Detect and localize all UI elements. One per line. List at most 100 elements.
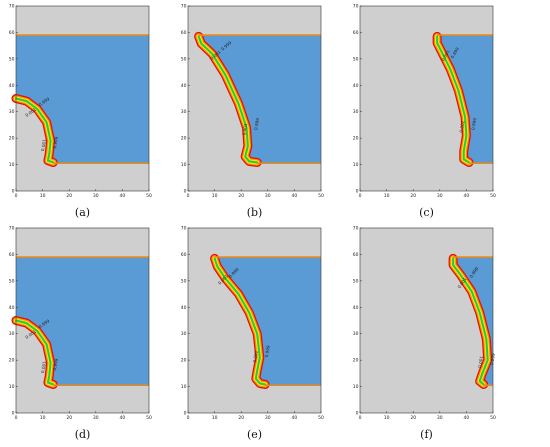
y-tick-label: 20	[181, 136, 187, 142]
interface-band-3	[197, 35, 259, 164]
x-tick-label: 40	[292, 415, 298, 421]
interface-band-3	[15, 319, 55, 386]
y-tick-label: 50	[9, 56, 15, 62]
y-tick-label: 10	[181, 384, 187, 390]
y-tick-label: 70	[181, 4, 187, 10]
contour-label: 0.001	[40, 361, 47, 374]
y-tick-label: 70	[353, 226, 359, 232]
y-tick-label: 40	[353, 83, 359, 89]
y-tick-label: 0	[356, 411, 359, 417]
x-tick-label: 30	[265, 415, 271, 421]
x-tick-label: 30	[265, 193, 271, 199]
plot-frame	[15, 5, 150, 192]
contour-label: 0.001	[40, 139, 47, 152]
y-tick-label: 60	[353, 30, 359, 36]
liquid-region	[198, 35, 321, 164]
x-tick-label: 0	[15, 193, 18, 199]
x-tick-label: 20	[238, 193, 244, 199]
x-tick-label: 20	[238, 415, 244, 421]
panel-caption: (a)	[74, 206, 91, 219]
y-tick-label: 60	[181, 30, 187, 36]
x-tick-label: 10	[212, 193, 218, 199]
contour-label: 0.999	[52, 358, 59, 371]
interface-band-3	[436, 35, 471, 164]
x-tick-label: 40	[120, 415, 126, 421]
x-tick-label: 40	[464, 193, 470, 199]
x-tick-label: 50	[318, 193, 324, 199]
plot-frame	[187, 5, 322, 192]
y-tick-label: 30	[353, 109, 359, 115]
y-tick-label: 20	[181, 358, 187, 364]
x-tick-label: 20	[410, 415, 416, 421]
y-tick-label: 10	[353, 384, 359, 390]
x-tick-label: 30	[93, 415, 99, 421]
y-tick-label: 10	[9, 162, 15, 168]
y-tick-label: 10	[9, 384, 15, 390]
contour-label: 0.999	[470, 117, 477, 130]
x-tick-label: 50	[318, 415, 324, 421]
liquid-region	[214, 257, 321, 386]
contour-label: 0.001	[252, 350, 259, 363]
plot-frame	[359, 227, 494, 414]
contour-label: 0.999	[450, 46, 460, 59]
x-tick-label: 40	[120, 193, 126, 199]
x-tick-label: 40	[292, 193, 298, 199]
y-tick-label: 0	[12, 189, 15, 195]
x-tick-label: 0	[187, 193, 190, 199]
panel-caption: (d)	[74, 428, 91, 441]
y-tick-label: 20	[353, 358, 359, 364]
y-tick-label: 30	[353, 331, 359, 337]
y-tick-label: 40	[353, 305, 359, 311]
x-tick-label: 10	[40, 415, 46, 421]
contour-label: 0.999	[38, 318, 51, 329]
y-tick-label: 20	[9, 358, 15, 364]
y-tick-label: 30	[181, 331, 187, 337]
y-tick-label: 30	[9, 331, 15, 337]
y-tick-label: 30	[181, 109, 187, 115]
contour-label: 0.999	[489, 353, 496, 366]
x-tick-label: 20	[66, 415, 72, 421]
y-tick-label: 20	[9, 136, 15, 142]
y-tick-label: 70	[9, 226, 15, 232]
contour-label: 0.999	[220, 40, 233, 52]
x-tick-label: 50	[146, 193, 152, 199]
y-tick-label: 20	[353, 136, 359, 142]
y-tick-label: 60	[353, 252, 359, 258]
x-tick-label: 40	[464, 415, 470, 421]
y-tick-label: 30	[9, 109, 15, 115]
panel-caption: (f)	[420, 428, 433, 441]
x-tick-label: 0	[359, 193, 362, 199]
contour-label: 0.001	[24, 107, 37, 118]
contour-label: 0.001	[209, 49, 222, 61]
interface-band-3	[452, 257, 489, 386]
y-tick-label: 70	[353, 4, 359, 10]
x-tick-label: 20	[66, 193, 72, 199]
x-tick-label: 50	[490, 415, 496, 421]
y-tick-label: 70	[9, 4, 15, 10]
plot-frame	[359, 5, 494, 192]
contour-label: 0.001	[458, 120, 465, 133]
y-tick-label: 50	[353, 56, 359, 62]
x-tick-label: 0	[15, 415, 18, 421]
panel-caption: (e)	[246, 428, 263, 441]
contour-label: 0.001	[241, 123, 248, 136]
contour-label: 0.999	[52, 136, 59, 149]
contour-label: 0.999	[264, 345, 271, 358]
x-tick-label: 10	[384, 415, 390, 421]
y-tick-label: 40	[181, 83, 187, 89]
y-tick-label: 10	[353, 162, 359, 168]
y-tick-label: 40	[9, 305, 15, 311]
y-tick-label: 0	[12, 411, 15, 417]
y-tick-label: 50	[353, 278, 359, 284]
y-tick-label: 50	[181, 56, 187, 62]
interface-band-3	[213, 257, 267, 386]
plot-frame	[15, 227, 150, 414]
y-tick-label: 10	[181, 162, 187, 168]
contour-label: 0.001	[477, 355, 484, 368]
